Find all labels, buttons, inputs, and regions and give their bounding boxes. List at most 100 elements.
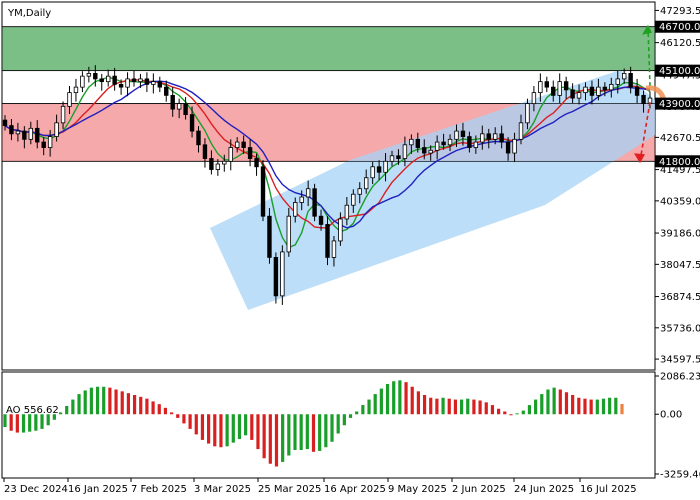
y-tick-label: 46120.5 (660, 38, 700, 49)
candle-body (131, 78, 137, 83)
ao-bar (34, 414, 38, 431)
ao-bar (89, 387, 93, 415)
candle-body (596, 86, 601, 96)
candle-body (622, 73, 627, 80)
ao-bar (250, 414, 254, 440)
candle-body (93, 73, 98, 80)
candle-body (615, 78, 620, 85)
price-panel: 47293.546120.544947.543787.542670.541497… (1, 1, 700, 371)
ao-bar (534, 399, 538, 415)
ao-bar (521, 410, 525, 415)
candle-body (641, 94, 646, 105)
ao-bar (237, 414, 242, 439)
candle-body (254, 158, 259, 168)
candle-body (402, 144, 408, 159)
chart-title: YM,Daily (7, 8, 51, 19)
ao-bar (546, 389, 550, 415)
ao-panel: 2086.23 0.00 -3259.46 (1, 371, 700, 481)
candle-body (67, 92, 72, 107)
ao-bar (466, 398, 470, 415)
date-axis: 23 Dec 2024 16 Jan 2025 7 Feb 2025 3 Mar 20… (3, 478, 637, 495)
candle-body (2, 119, 8, 126)
ao-bar (558, 389, 562, 415)
candle-body (305, 188, 311, 198)
x-tick-label: 3 Mar 2025 (194, 484, 251, 495)
ao-bar (614, 397, 618, 415)
candle-body (209, 158, 214, 170)
ao-bar (422, 394, 427, 415)
ao-bar (132, 394, 137, 415)
candle-body (602, 86, 608, 91)
ao-bar (287, 414, 291, 456)
ao-bar (620, 403, 624, 415)
trend-channel (210, 70, 655, 310)
ao-bar (21, 414, 26, 433)
arrow-up-head (642, 24, 652, 35)
x-tick-label: 16 Apr 2025 (324, 484, 386, 495)
candle-body (189, 114, 195, 132)
candle-body (344, 204, 350, 220)
candle-body (422, 147, 427, 154)
candle-body (338, 218, 343, 242)
candle-body (351, 193, 356, 206)
candle-body (73, 86, 79, 94)
candle-body (318, 215, 324, 225)
ao-bar (145, 398, 149, 415)
ao-frame (1, 371, 656, 479)
ao-bar (176, 414, 180, 418)
candle-body (222, 160, 227, 165)
ao-bar (194, 414, 198, 435)
ao-bar (361, 405, 365, 415)
y-tick-label: 39186.0 (660, 229, 700, 240)
ao-bar (552, 387, 556, 415)
ao-bar (564, 392, 569, 415)
ao-bar (163, 407, 168, 415)
candle-body (538, 81, 543, 94)
candle-body (396, 155, 401, 159)
ao-bar (410, 386, 414, 415)
ao-bar (595, 399, 599, 415)
ao-bar (589, 399, 593, 415)
ao-bar (126, 393, 130, 415)
ao-bar (324, 414, 328, 448)
x-tick-label: 25 Mar 2025 (258, 484, 321, 495)
candle-body (15, 130, 21, 135)
ao-bar (540, 394, 544, 415)
ao-bar (435, 398, 439, 415)
ao-bar (200, 414, 205, 440)
candle-body (518, 122, 524, 140)
candle-body (47, 136, 53, 148)
ao-title: AO 556.62 (6, 405, 59, 416)
candle-body (447, 138, 453, 146)
candle-body (247, 147, 253, 159)
candle-body (376, 166, 382, 173)
candle-body (557, 81, 562, 96)
y-tick-label: 38047.5 (660, 260, 700, 271)
ao-bar (182, 414, 186, 424)
candle-body (267, 215, 272, 258)
ao-bar (114, 389, 118, 415)
ao-bar (28, 414, 32, 432)
candle-body (409, 138, 414, 146)
candle-body (551, 86, 556, 96)
candle-body (486, 133, 491, 140)
candle-body (415, 138, 420, 148)
candle-body (28, 127, 33, 140)
ao-bar (188, 414, 192, 429)
ao-bar (441, 397, 445, 415)
candle-body (144, 78, 150, 85)
ao-bar (453, 399, 458, 415)
candle-body (499, 133, 504, 143)
candle-body (273, 257, 279, 297)
ao-bar (429, 397, 433, 415)
ao-bar (169, 412, 174, 415)
ao-y-tick-label: 0.00 (660, 410, 682, 421)
zone-resistance (1, 26, 656, 72)
candle-body (118, 83, 124, 88)
ao-bar (244, 414, 248, 436)
candle-body (280, 251, 285, 297)
candle-body (589, 86, 595, 96)
candle-body (544, 81, 549, 88)
candle-body (35, 127, 40, 143)
